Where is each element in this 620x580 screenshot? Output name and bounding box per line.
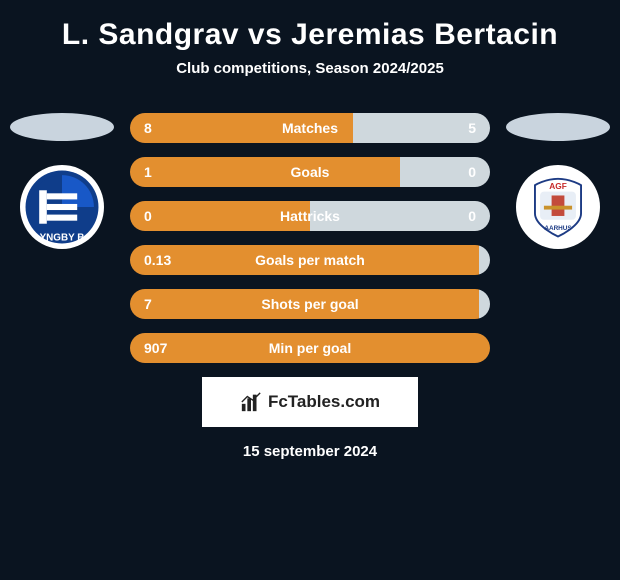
stat-val-left: 8 — [144, 120, 152, 136]
bar-chart-icon — [240, 391, 262, 413]
stat-row-spg: 7 Shots per goal — [130, 289, 490, 319]
stat-val-right: 0 — [468, 164, 476, 180]
stat-label: Goals — [291, 164, 330, 180]
stat-val-right: 5 — [468, 120, 476, 136]
subtitle: Club competitions, Season 2024/2025 — [0, 60, 620, 95]
stat-label: Goals per match — [255, 252, 365, 268]
stat-val-left: 7 — [144, 296, 152, 312]
stat-val-left: 0.13 — [144, 252, 171, 268]
stat-label: Min per goal — [269, 340, 351, 356]
stat-row-matches: 8 Matches 5 — [130, 113, 490, 143]
stat-row-goals: 1 Goals 0 — [130, 157, 490, 187]
stat-seg-right — [400, 157, 490, 187]
svg-text:AARHUS: AARHUS — [544, 225, 571, 232]
brand-label: FcTables.com — [268, 392, 380, 412]
stat-val-right: 0 — [468, 208, 476, 224]
svg-text:YNGBY B: YNGBY B — [40, 232, 85, 243]
stat-label: Hattricks — [280, 208, 340, 224]
stat-seg-left — [130, 157, 400, 187]
stat-row-gpm: 0.13 Goals per match — [130, 245, 490, 275]
team-crest-right: AGF AARHUS — [516, 165, 600, 249]
stat-val-left: 1 — [144, 164, 152, 180]
left-side: YNGBY B — [10, 95, 114, 249]
stat-val-left: 907 — [144, 340, 167, 356]
date-label: 15 september 2024 — [243, 443, 377, 460]
brand-badge[interactable]: FcTables.com — [202, 377, 418, 427]
stat-val-left: 0 — [144, 208, 152, 224]
stat-row-hattricks: 0 Hattricks 0 — [130, 201, 490, 231]
stat-row-mpg: 907 Min per goal — [130, 333, 490, 363]
footer: FcTables.com 15 september 2024 — [0, 377, 620, 460]
stat-label: Shots per goal — [261, 296, 358, 312]
right-side: AGF AARHUS — [506, 95, 610, 249]
page-title: L. Sandgrav vs Jeremias Bertacin — [0, 0, 620, 60]
stat-seg-right — [479, 289, 490, 319]
player-placeholder-right — [506, 113, 610, 141]
team-crest-left: YNGBY B — [20, 165, 104, 249]
stat-seg-right — [479, 245, 490, 275]
agf-crest-icon: AGF AARHUS — [526, 175, 590, 239]
lyngby-crest-icon: YNGBY B — [24, 169, 100, 245]
stat-label: Matches — [282, 120, 338, 136]
main-panel: YNGBY B 8 Matches 5 1 Goals 0 — [0, 95, 620, 363]
stat-bars: 8 Matches 5 1 Goals 0 0 Hattricks 0 — [130, 95, 490, 363]
player-placeholder-left — [10, 113, 114, 141]
svg-text:AGF: AGF — [549, 181, 567, 191]
comparison-card: L. Sandgrav vs Jeremias Bertacin Club co… — [0, 0, 620, 460]
